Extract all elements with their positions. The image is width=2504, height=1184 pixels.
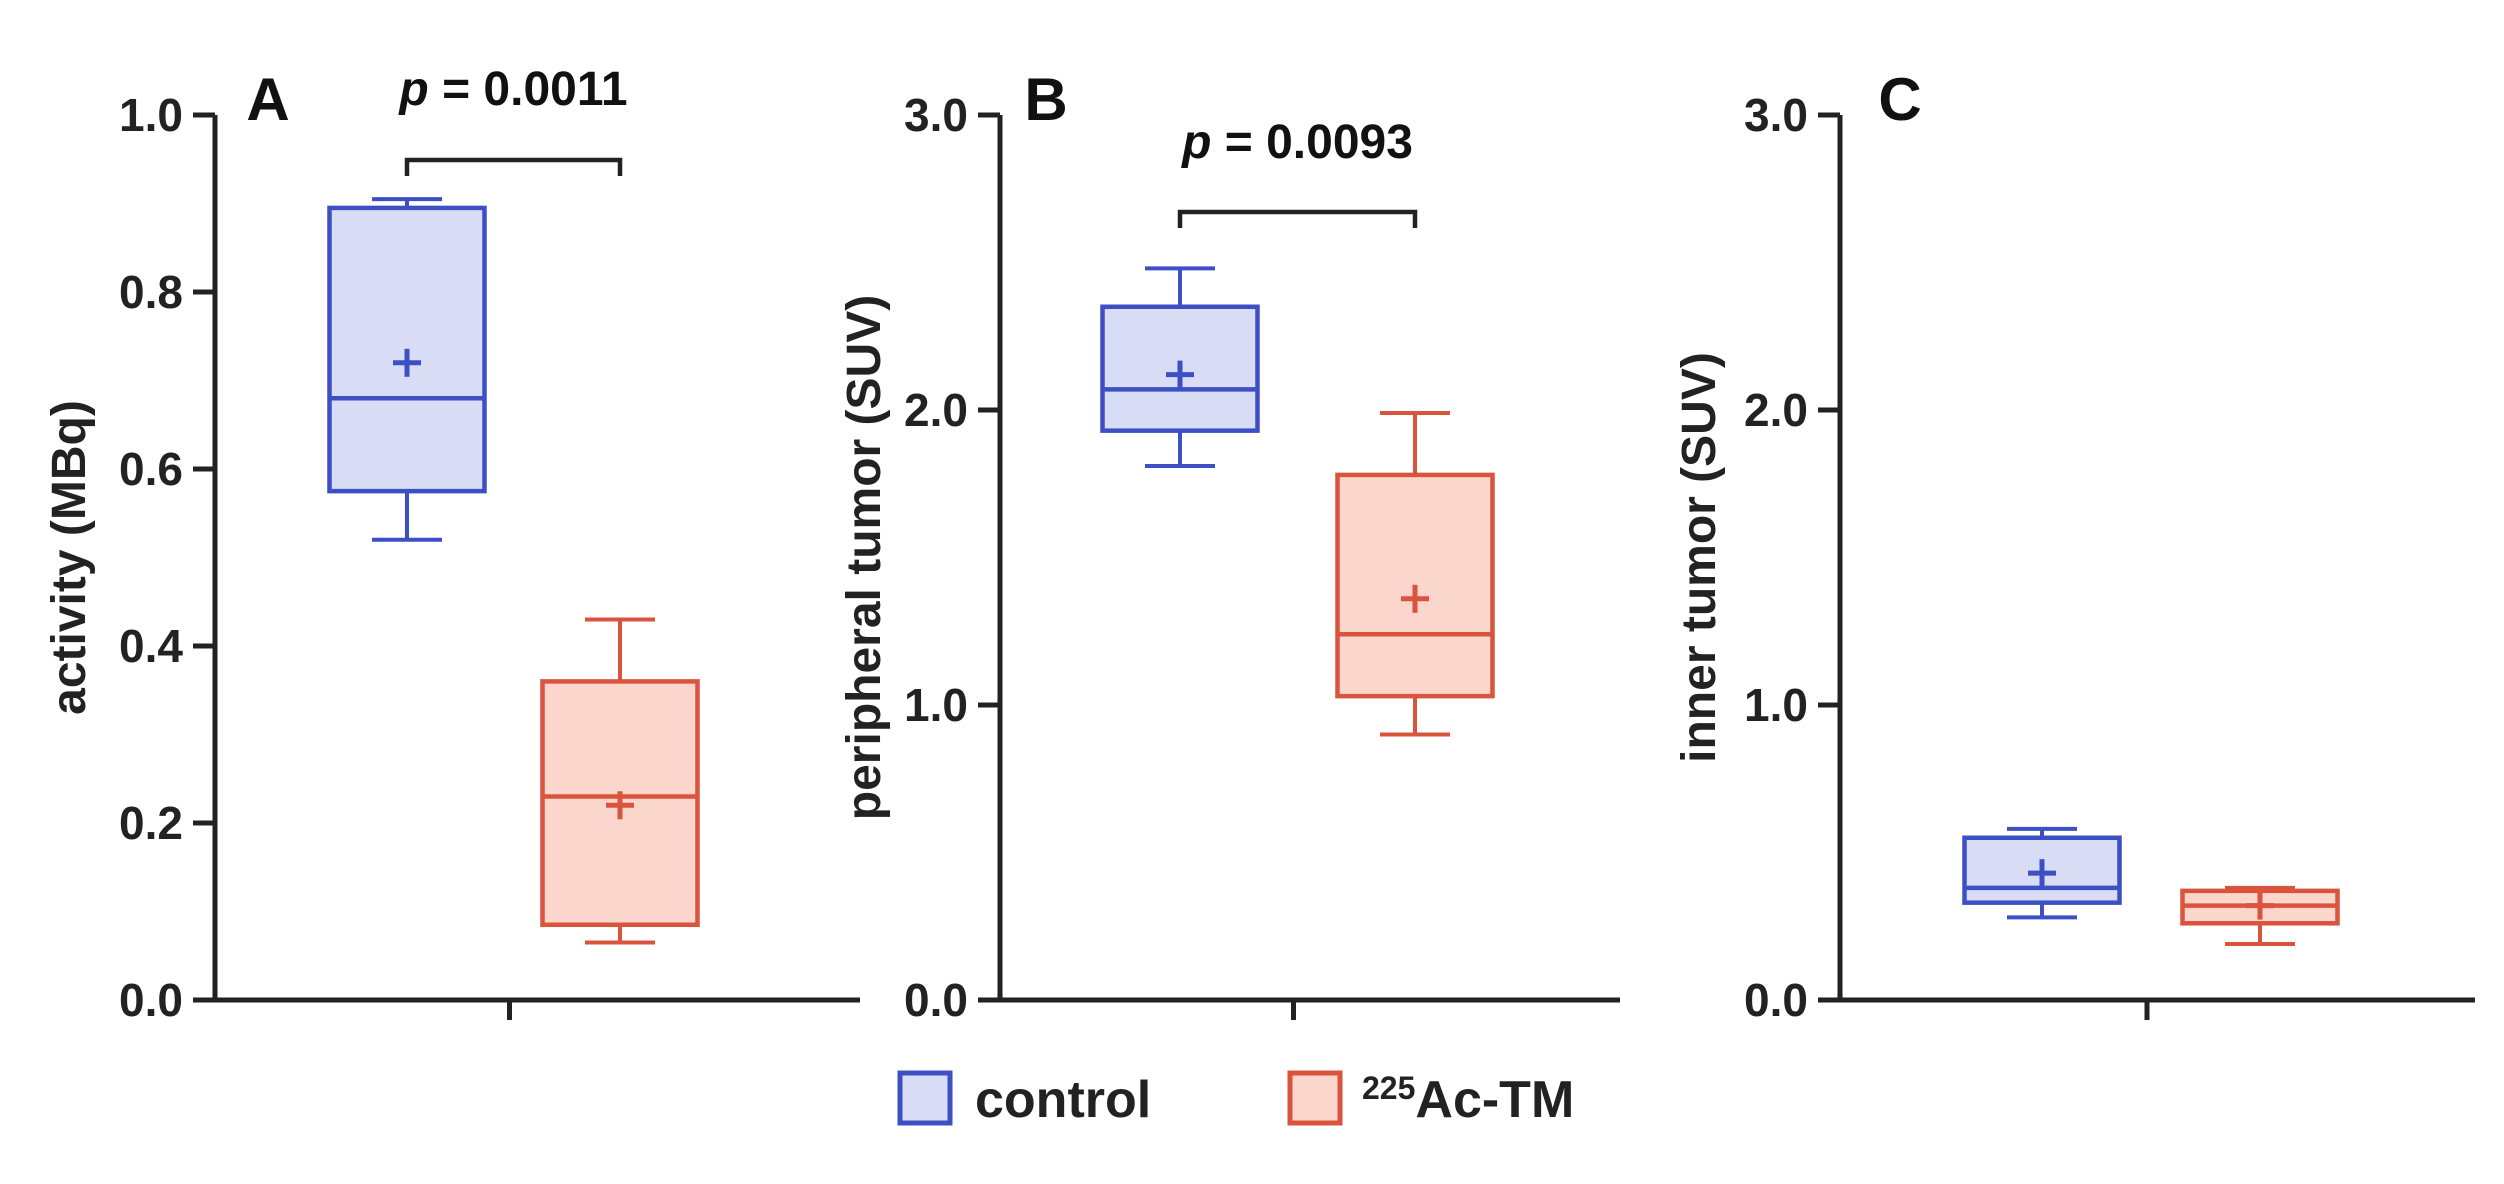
mean-marker — [1401, 584, 1429, 613]
y-tick-label: 0.0 — [904, 974, 968, 1026]
mean-marker — [606, 791, 634, 820]
legend-swatch-treated — [1287, 1070, 1343, 1126]
y-axis-label: inner tumor (SUV) — [1673, 352, 1726, 763]
mean-marker — [1166, 360, 1194, 389]
y-tick-label: 2.0 — [1744, 384, 1808, 436]
legend-label-treated: 225Ac-TM — [1362, 1070, 1574, 1129]
box-treated — [2180, 885, 2340, 946]
mean-marker — [2246, 891, 2274, 920]
panel-label: A — [246, 66, 289, 133]
box-iqr — [1100, 304, 1260, 433]
p-value-annotation: p = 0.0093 — [1180, 116, 1413, 169]
panel-label: C — [1878, 66, 1921, 133]
box-control — [1100, 266, 1260, 469]
legend-swatch-control — [897, 1070, 953, 1126]
panel-b: 0.0 1.0 2.0 3.0 peripheral tumor (SUV) Bp = 0… — [838, 66, 1620, 1026]
y-tick-label: 0.0 — [119, 974, 183, 1026]
box-treated — [540, 617, 700, 945]
legend: control 225Ac-TM — [897, 1070, 1574, 1129]
y-tick-label: 1.0 — [119, 89, 183, 141]
panel-label: B — [1024, 66, 1067, 133]
p-value-annotation: p = 0.0011 — [397, 63, 627, 116]
y-tick-label: 2.0 — [904, 384, 968, 436]
box-treated — [1335, 410, 1495, 737]
panel-a: 0.0 0.2 0.4 0.6 0.8 1.0 activity (MBq) A p = 0.0… — [43, 63, 860, 1026]
y-axis-label: activity (MBq) — [43, 400, 96, 715]
legend-label-ac-tm: Ac-TM — [1415, 1071, 1574, 1129]
legend-label-control: control — [975, 1071, 1151, 1129]
legend-superscript-225: 225 — [1362, 1070, 1415, 1106]
significance-bracket — [404, 157, 623, 176]
y-tick-label: 3.0 — [904, 89, 968, 141]
y-axis-label: peripheral tumor (SUV) — [838, 295, 891, 820]
y-tick-label: 0.2 — [119, 797, 183, 849]
panel-c: 0.0 1.0 2.0 3.0 inner tumor (SUV) C — [1673, 66, 2475, 1026]
significance-bracket — [1177, 209, 1418, 228]
y-tick-label: 0.0 — [1744, 974, 1808, 1026]
y-tick-label: 0.8 — [119, 266, 183, 318]
box-control — [327, 197, 487, 542]
box-control — [1962, 826, 2122, 920]
y-tick-label: 1.0 — [1744, 679, 1808, 731]
y-tick-label: 3.0 — [1744, 89, 1808, 141]
mean-marker — [2028, 859, 2056, 888]
y-tick-label: 0.4 — [119, 620, 183, 672]
y-tick-label: 0.6 — [119, 443, 183, 495]
y-tick-label: 1.0 — [904, 679, 968, 731]
mean-marker — [393, 348, 421, 377]
